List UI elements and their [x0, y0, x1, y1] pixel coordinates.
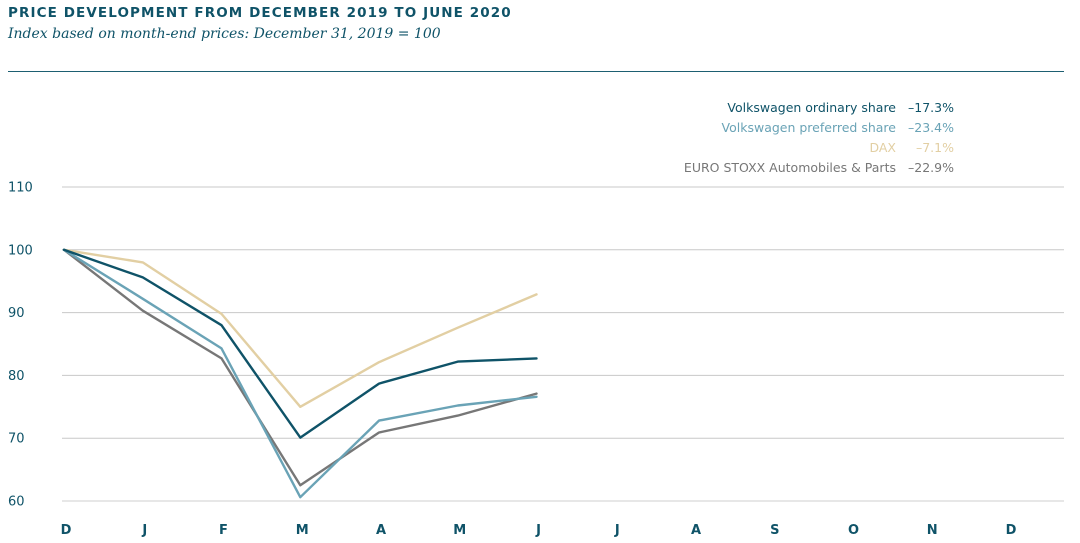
- x-tick-label: M: [296, 523, 309, 538]
- chart-title: PRICE DEVELOPMENT FROM DECEMBER 2019 TO …: [8, 5, 512, 21]
- x-tick-label: J: [614, 523, 620, 538]
- legend-change: –7.1%: [915, 140, 954, 155]
- series-line: [62, 248, 538, 487]
- x-tick-label: F: [219, 523, 228, 538]
- legend-change: –17.3%: [908, 100, 954, 115]
- legend-item: Volkswagen preferred share –23.4%: [684, 118, 954, 138]
- x-tick-label: J: [535, 523, 541, 538]
- chart-subtitle: Index based on month-end prices: Decembe…: [8, 26, 441, 42]
- x-tick-label: A: [691, 523, 701, 538]
- y-tick-label: 60: [8, 495, 25, 510]
- legend-item: Volkswagen ordinary share –17.3%: [684, 98, 954, 118]
- x-tick-label: O: [848, 523, 859, 538]
- x-tick-label: S: [770, 523, 779, 538]
- header-rule: [8, 71, 1064, 72]
- y-tick-label: 100: [8, 243, 33, 258]
- x-tick-label: J: [141, 523, 147, 538]
- y-tick-label: 70: [8, 432, 25, 447]
- y-tick-label: 80: [8, 369, 25, 384]
- x-tick-label: D: [1006, 523, 1017, 538]
- series-line: [62, 248, 538, 439]
- legend-label: DAX: [869, 140, 896, 155]
- y-tick-label: 110: [8, 181, 33, 196]
- legend-item: EURO STOXX Automobiles & Parts –22.9%: [684, 158, 954, 178]
- series-line: [62, 248, 538, 408]
- legend: Volkswagen ordinary share –17.3% Volkswa…: [684, 98, 954, 178]
- legend-label: Volkswagen ordinary share: [727, 100, 896, 115]
- y-tick-label: 90: [8, 306, 25, 321]
- series-line: [62, 248, 538, 499]
- legend-item: DAX –7.1%: [684, 138, 954, 158]
- legend-change: –22.9%: [908, 160, 954, 175]
- x-tick-label: A: [376, 523, 386, 538]
- legend-change: –23.4%: [908, 120, 954, 135]
- legend-label: EURO STOXX Automobiles & Parts: [683, 160, 896, 175]
- x-tick-label: D: [61, 523, 72, 538]
- legend-label: Volkswagen preferred share: [721, 120, 896, 135]
- x-tick-label: M: [453, 523, 466, 538]
- x-tick-label: N: [927, 523, 938, 538]
